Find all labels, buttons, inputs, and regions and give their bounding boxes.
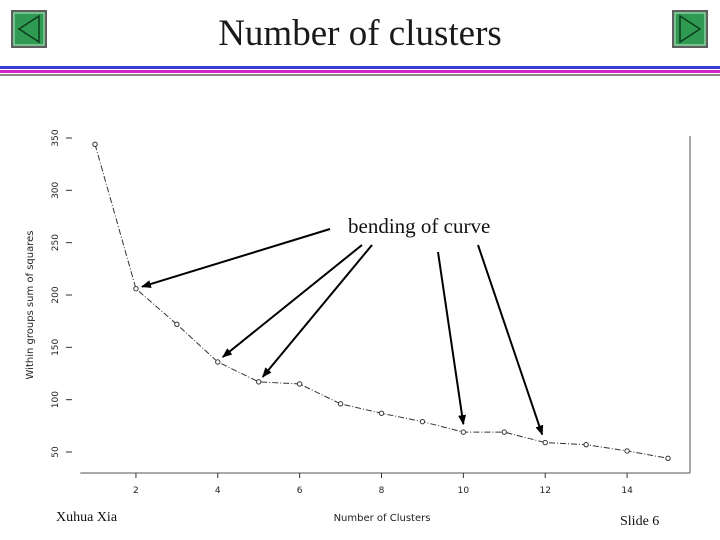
annotation-arrow	[477, 244, 544, 436]
data-point	[542, 439, 548, 446]
slide-title: Number of clusters	[218, 13, 502, 54]
series-points	[92, 141, 671, 461]
bending-annotation: bending of curve	[346, 214, 493, 239]
y-tick-label: 50	[51, 446, 61, 458]
x-tick-label: 12	[539, 486, 550, 496]
title-rule-magenta	[0, 70, 720, 73]
plot-frame	[79, 136, 691, 474]
data-point	[665, 455, 671, 461]
data-point	[256, 379, 262, 385]
data-point	[337, 401, 344, 407]
x-axis: 2 4 6 8 10 12 14	[133, 473, 633, 496]
title-rule-gray	[0, 74, 720, 76]
data-point	[296, 381, 303, 387]
y-tick-label: 150	[51, 338, 61, 355]
data-point	[460, 429, 467, 435]
annotation-arrow	[140, 228, 331, 288]
data-point	[92, 141, 98, 147]
x-tick-label: 4	[215, 486, 221, 496]
data-point	[583, 441, 589, 448]
y-axis-label: Within groups sum of squares	[25, 231, 36, 380]
x-axis-label: Number of Clusters	[334, 513, 431, 524]
y-tick-label: 350	[51, 129, 61, 146]
data-point	[133, 286, 139, 292]
previous-slide-button[interactable]	[11, 10, 47, 48]
annotation-arrow	[222, 244, 363, 358]
data-point	[624, 448, 630, 454]
annotation-arrow	[437, 251, 467, 426]
triangle-left-icon	[11, 10, 47, 48]
data-point	[419, 418, 426, 425]
data-point	[501, 429, 507, 435]
y-tick-label: 250	[51, 234, 61, 251]
triangle-right-icon	[672, 10, 708, 48]
author-footer: Xuhua Xia	[56, 510, 118, 525]
x-tick-label: 2	[133, 486, 139, 496]
next-slide-button[interactable]	[672, 10, 708, 48]
x-tick-label: 14	[621, 486, 633, 496]
y-axis: 50 100 150 200 250 300 350	[51, 129, 72, 458]
y-tick-label: 200	[51, 286, 61, 303]
title-rule-blue	[0, 66, 720, 69]
slide-number: Slide 6	[620, 514, 660, 529]
data-point	[174, 321, 180, 328]
annotation-arrows	[140, 228, 544, 436]
y-tick-label: 300	[51, 181, 61, 198]
y-tick-label: 100	[51, 391, 61, 408]
data-point	[378, 410, 385, 416]
x-tick-label: 6	[297, 486, 303, 496]
x-tick-label: 8	[379, 486, 385, 496]
x-tick-label: 10	[458, 486, 470, 496]
data-point	[215, 359, 221, 365]
annotation-arrow	[261, 244, 373, 378]
